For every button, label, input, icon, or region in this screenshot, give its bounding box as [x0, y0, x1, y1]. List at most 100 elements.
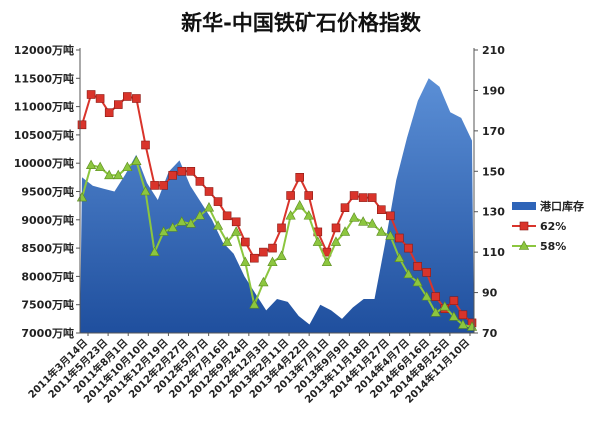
y-left-tick-label: 8000万吨 [21, 269, 74, 283]
marker-58-19 [249, 299, 260, 309]
legend: 港口库存 62% 58% [512, 199, 584, 253]
y-right-tick-label: 170 [482, 125, 505, 138]
marker-62-2 [95, 94, 105, 103]
marker-62-4 [114, 100, 123, 109]
marker-62-25 [304, 191, 314, 200]
y-left-tick-label: 10000万吨 [14, 156, 74, 170]
y-left-tick-label: 7000万吨 [21, 326, 74, 340]
marker-58-8 [149, 246, 160, 256]
marker-58-42 [457, 319, 469, 329]
marker-58-11 [176, 216, 187, 226]
y-left-tick-label: 11000万吨 [14, 100, 74, 114]
y-left-tick-label: 11500万吨 [14, 71, 74, 85]
marker-62-17 [231, 217, 241, 227]
marker-62-18 [241, 237, 250, 247]
marker-58-16 [222, 236, 233, 246]
marker-62-0 [77, 120, 87, 130]
marker-58-2 [95, 161, 106, 172]
marker-62-22 [277, 223, 286, 233]
marker-58-7 [140, 185, 151, 196]
y-left-tick-label: 9000万吨 [21, 213, 74, 227]
marker-62-11 [177, 167, 187, 176]
chart-title: 新华-中国铁矿石价格指数 [181, 11, 422, 35]
marker-58-31 [358, 216, 369, 226]
y-right-tick-label: 130 [482, 206, 505, 219]
marker-58-23 [285, 210, 296, 220]
marker-62-42 [458, 310, 468, 320]
marker-62-9 [159, 181, 168, 190]
axes: 12000万吨 11500万吨 11000万吨 10500万吨 10000万吨 9500万… [14, 43, 506, 406]
marker-58-28 [330, 236, 342, 246]
marker-58-27 [321, 256, 332, 267]
marker-62-39 [431, 292, 441, 301]
marker-58-24 [294, 200, 305, 210]
marker-62-12 [186, 167, 196, 176]
marker-62-14 [204, 187, 214, 196]
marker-58-26 [312, 236, 323, 246]
marker-58-33 [376, 226, 387, 236]
plot-area [76, 78, 478, 333]
y-left-tick-label: 9500万吨 [21, 185, 74, 199]
marker-58-13 [194, 210, 206, 220]
marker-58-36 [403, 268, 414, 279]
marker-62-33 [376, 205, 386, 214]
series-area-港口库存 [80, 78, 474, 333]
marker-58-9 [158, 226, 169, 236]
marker-58-1 [85, 159, 97, 170]
legend-marker-58% [518, 240, 530, 250]
y-right-tick-label: 210 [482, 44, 505, 57]
y-left-tick-label: 12000万吨 [14, 43, 74, 57]
marker-62-3 [104, 108, 114, 117]
marker-62-15 [213, 197, 223, 206]
legend-label-港口库存: 港口库存 [540, 199, 584, 213]
legend-label-62%: 62% [540, 220, 566, 233]
y-right-tick-label: 110 [482, 246, 505, 259]
marker-62-36 [404, 243, 413, 253]
marker-62-38 [422, 268, 432, 277]
marker-58-20 [258, 276, 269, 287]
y-right-tick-label: 190 [482, 84, 505, 97]
marker-62-13 [195, 177, 205, 186]
marker-62-16 [222, 211, 232, 221]
marker-58-18 [240, 256, 251, 267]
marker-62-8 [150, 181, 159, 190]
marker-58-41 [448, 311, 459, 321]
marker-62-35 [395, 233, 404, 243]
legend-swatch-港口库存 [512, 202, 536, 210]
marker-58-12 [185, 218, 196, 228]
y-left-tick-label: 7500万吨 [21, 298, 74, 312]
marker-58-29 [339, 226, 351, 236]
y-right-tick-label: 150 [482, 165, 505, 178]
marker-62-28 [331, 223, 341, 233]
marker-62-10 [168, 171, 177, 180]
marker-62-1 [86, 90, 96, 99]
marker-62-21 [268, 243, 277, 253]
marker-62-32 [367, 193, 377, 202]
legend-label-58%: 58% [540, 240, 566, 253]
legend-marker-62% [519, 221, 529, 231]
marker-58-21 [267, 256, 278, 267]
marker-58-4 [113, 169, 124, 180]
marker-62-29 [340, 203, 350, 212]
marker-58-35 [394, 252, 405, 263]
marker-62-34 [386, 211, 395, 221]
marker-58-17 [231, 226, 242, 236]
marker-58-25 [303, 210, 314, 220]
marker-62-6 [132, 94, 141, 103]
marker-62-24 [295, 173, 305, 182]
marker-58-5 [122, 161, 133, 172]
marker-58-15 [212, 220, 224, 230]
marker-58-40 [439, 301, 450, 311]
marker-62-7 [141, 140, 150, 150]
marker-58-30 [348, 212, 360, 222]
marker-62-20 [259, 247, 268, 257]
marker-58-10 [167, 222, 178, 232]
marker-62-5 [123, 92, 132, 101]
marker-62-19 [250, 253, 259, 263]
marker-62-37 [413, 261, 422, 271]
marker-62-30 [349, 191, 359, 200]
marker-58-32 [367, 218, 378, 228]
marker-58-6 [131, 155, 142, 165]
marker-62-31 [358, 193, 368, 202]
